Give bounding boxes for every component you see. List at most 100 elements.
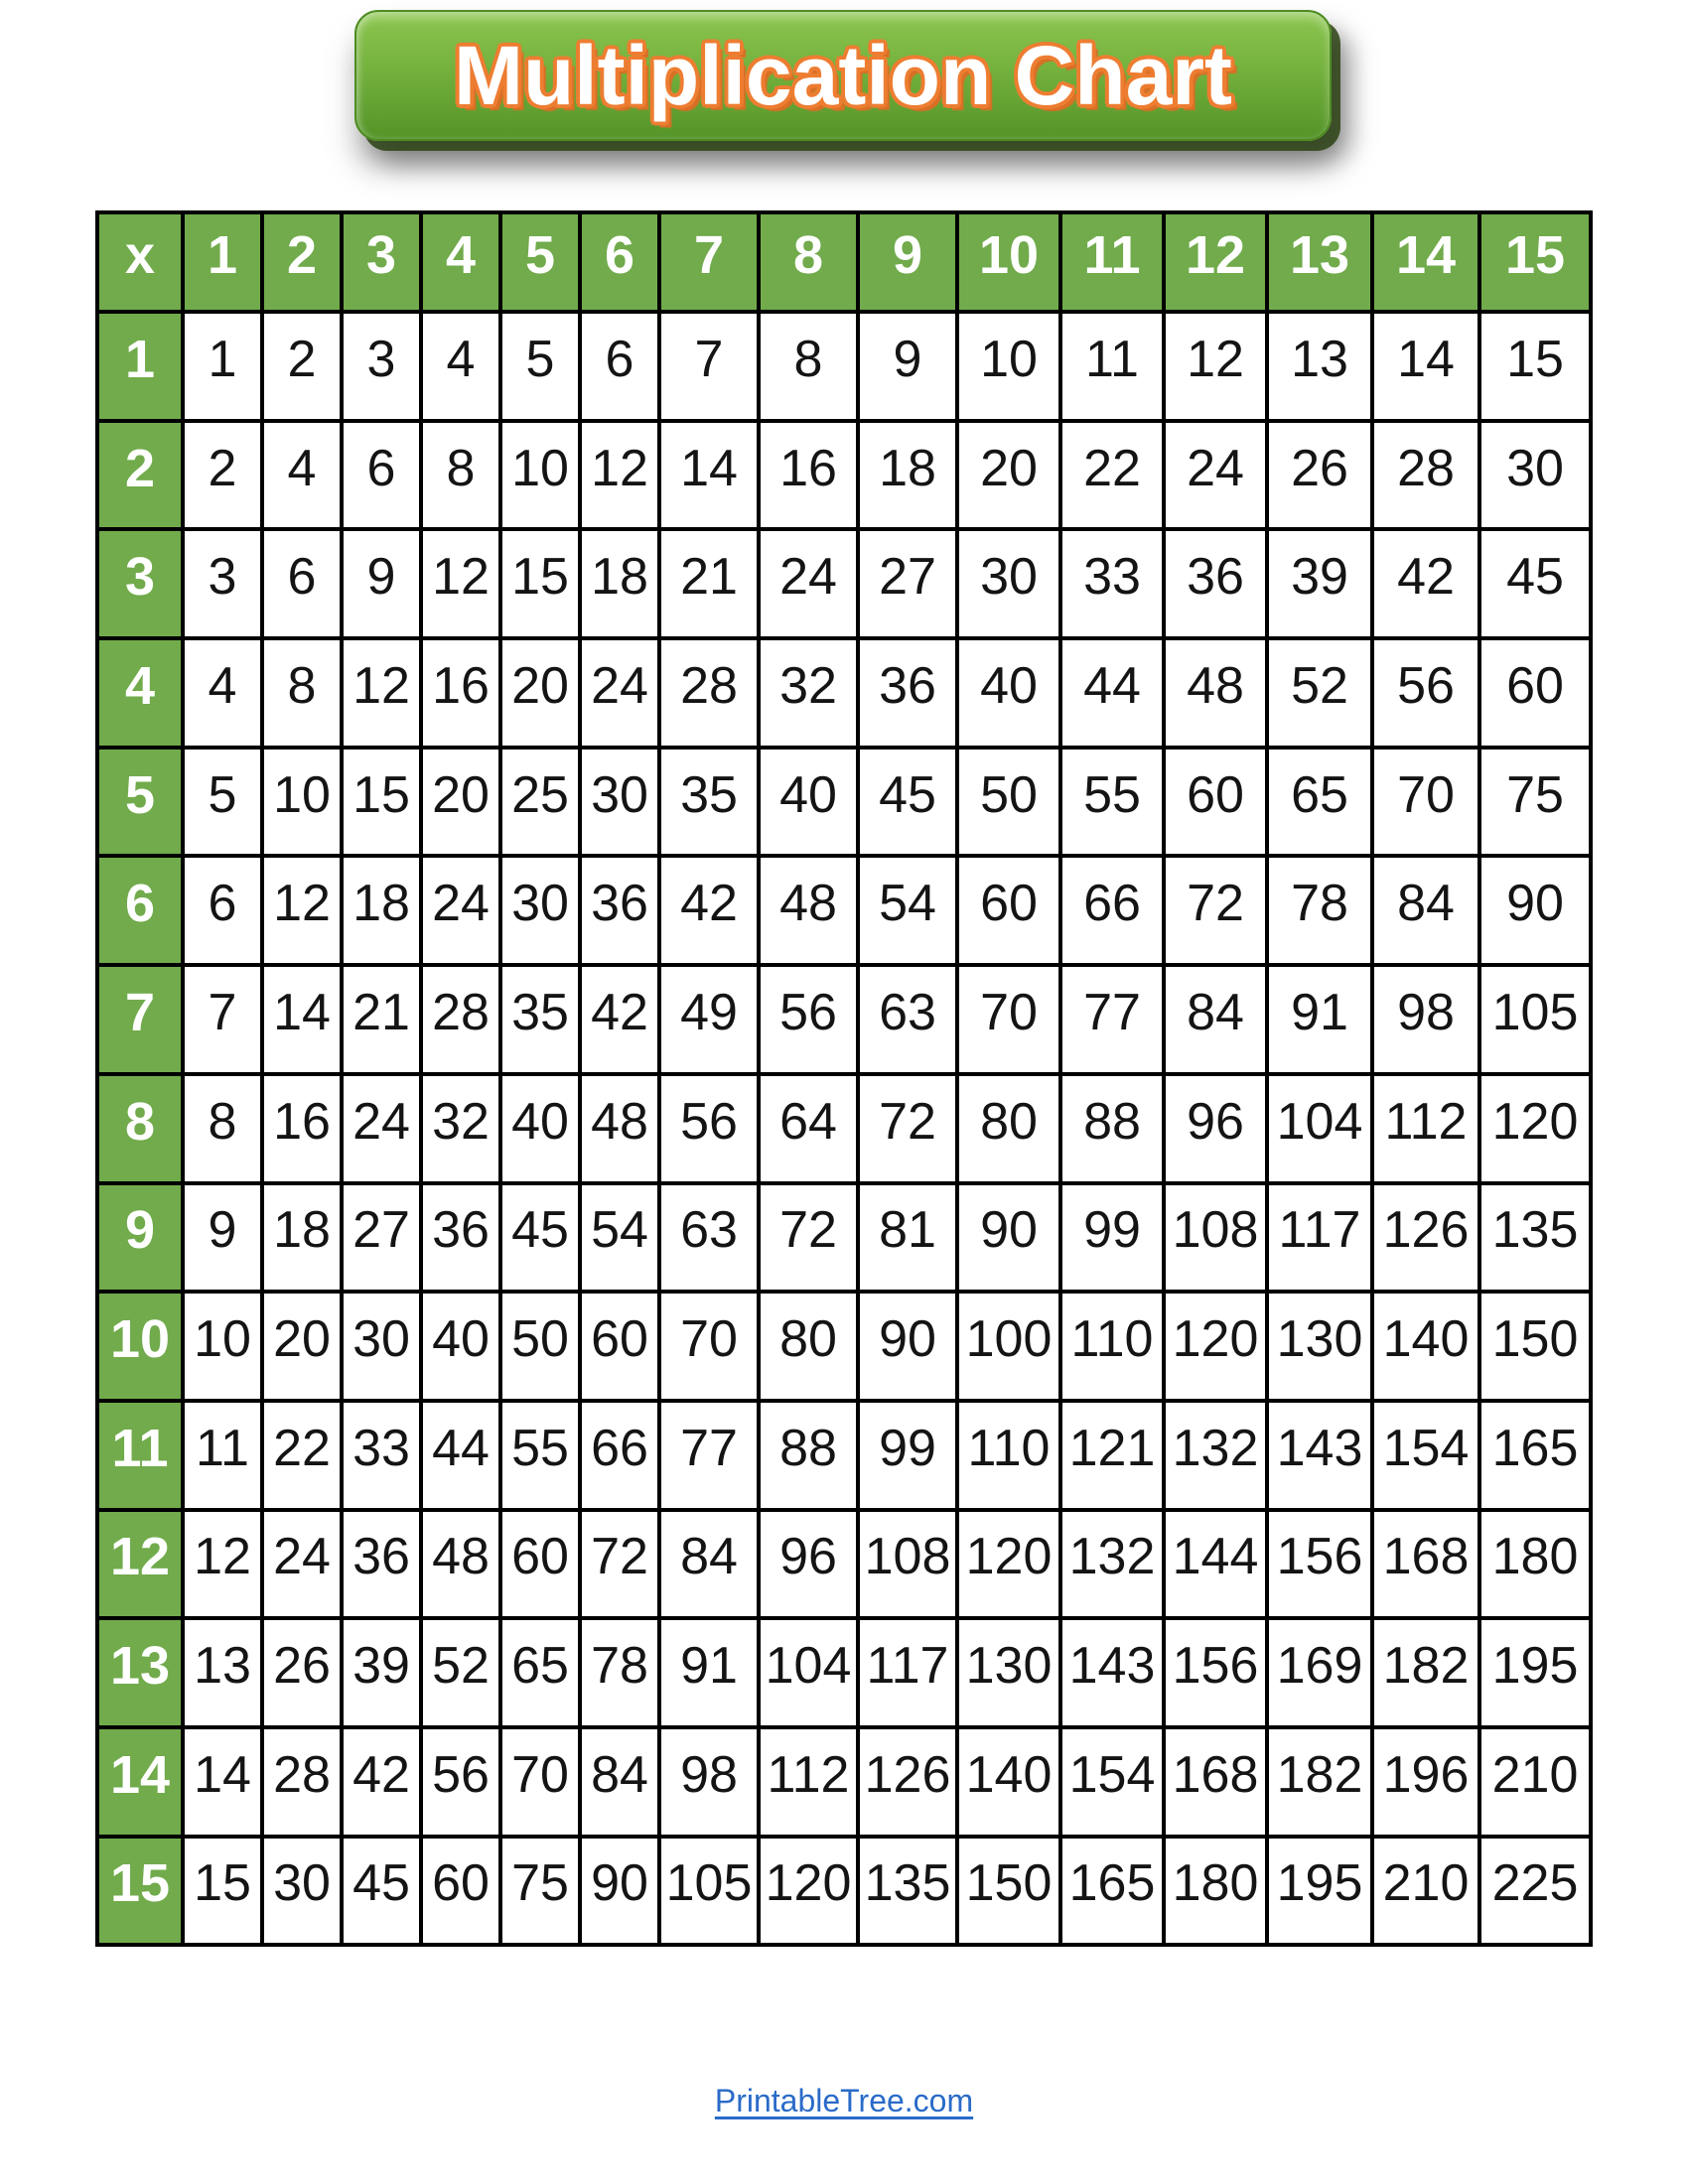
product-cell: 11 — [181, 1398, 264, 1512]
product-cell: 60 — [1162, 745, 1269, 859]
product-cell: 25 — [498, 745, 582, 859]
product-cell: 28 — [657, 636, 761, 750]
product-cell: 56 — [657, 1071, 761, 1185]
column-header-15: 15 — [1477, 210, 1593, 314]
product-cell: 8 — [419, 418, 502, 532]
product-cell: 180 — [1477, 1507, 1593, 1621]
row-header-3: 3 — [95, 527, 185, 641]
table-body: 1 1 2 3 4 5 6 7 8 9 10 11 12 13 14 15 2 2 4 6 8 10 12 14 16 18 20 2… — [95, 310, 1593, 1948]
column-header-12: 12 — [1162, 210, 1269, 314]
table-row-7: 7 7 14 21 28 35 42 49 56 63 70 77 84 91 98 105 — [95, 963, 1593, 1076]
row-header-5: 5 — [95, 745, 185, 859]
product-cell: 16 — [757, 418, 860, 532]
product-cell: 156 — [1265, 1507, 1374, 1621]
row-header-6: 6 — [95, 854, 185, 968]
table-row-14: 14 14 28 42 56 70 84 98 112 126 140 154 168 182 196 210 — [95, 1724, 1593, 1839]
product-cell: 30 — [498, 854, 582, 968]
product-cell: 56 — [757, 963, 860, 1076]
product-cell: 12 — [578, 418, 661, 532]
row-header-2: 2 — [95, 418, 185, 532]
product-cell: 35 — [498, 963, 582, 1076]
product-cell: 140 — [1370, 1290, 1481, 1403]
product-cell: 65 — [498, 1616, 582, 1729]
product-cell: 6 — [340, 418, 423, 532]
product-cell: 126 — [1370, 1180, 1481, 1295]
product-cell: 28 — [260, 1724, 344, 1839]
product-cell: 77 — [1058, 963, 1166, 1076]
product-cell: 121 — [1058, 1398, 1166, 1512]
product-cell: 26 — [1265, 418, 1374, 532]
product-cell: 20 — [419, 745, 502, 859]
product-cell: 3 — [181, 527, 264, 641]
product-cell: 90 — [1477, 854, 1593, 968]
table-row-2: 2 2 4 6 8 10 12 14 16 18 20 22 24 26 28 30 — [95, 418, 1593, 532]
product-cell: 28 — [1370, 418, 1481, 532]
row-header-13: 13 — [95, 1616, 185, 1729]
product-cell: 80 — [955, 1071, 1062, 1185]
product-cell: 84 — [1370, 854, 1481, 968]
product-cell: 98 — [657, 1724, 761, 1839]
product-cell: 60 — [1477, 636, 1593, 750]
product-cell: 14 — [181, 1724, 264, 1839]
product-cell: 96 — [1162, 1071, 1269, 1185]
product-cell: 24 — [1162, 418, 1269, 532]
product-cell: 40 — [757, 745, 860, 859]
table-row-10: 10 10 20 30 40 50 60 70 80 90 100 110 120 130 140 150 — [95, 1290, 1593, 1403]
product-cell: 40 — [955, 636, 1062, 750]
product-cell: 66 — [1058, 854, 1166, 968]
product-cell: 45 — [1477, 527, 1593, 641]
product-cell: 14 — [1370, 310, 1481, 423]
product-cell: 112 — [1370, 1071, 1481, 1185]
product-cell: 10 — [955, 310, 1062, 423]
table-row-12: 12 12 24 36 48 60 72 84 96 108 120 132 144 156 168 180 — [95, 1507, 1593, 1621]
product-cell: 225 — [1477, 1834, 1593, 1948]
product-cell: 5 — [181, 745, 264, 859]
table-row-11: 11 11 22 33 44 55 66 77 88 99 110 121 132 143 154 165 — [95, 1398, 1593, 1512]
table-row-8: 8 8 16 24 32 40 48 56 64 72 80 88 96 104 112 120 — [95, 1071, 1593, 1185]
product-cell: 77 — [657, 1398, 761, 1512]
product-cell: 7 — [181, 963, 264, 1076]
table-row-5: 5 5 10 15 20 25 30 35 40 45 50 55 60 65 70 75 — [95, 745, 1593, 859]
column-header-14: 14 — [1370, 210, 1481, 314]
product-cell: 180 — [1162, 1834, 1269, 1948]
product-cell: 63 — [657, 1180, 761, 1295]
product-cell: 90 — [578, 1834, 661, 1948]
product-cell: 88 — [1058, 1071, 1166, 1185]
product-cell: 165 — [1058, 1834, 1166, 1948]
product-cell: 30 — [260, 1834, 344, 1948]
product-cell: 27 — [856, 527, 959, 641]
product-cell: 143 — [1265, 1398, 1374, 1512]
product-cell: 18 — [260, 1180, 344, 1295]
product-cell: 75 — [1477, 745, 1593, 859]
product-cell: 36 — [419, 1180, 502, 1295]
column-header-2: 2 — [260, 210, 344, 314]
product-cell: 195 — [1477, 1616, 1593, 1729]
product-cell: 55 — [1058, 745, 1166, 859]
product-cell: 117 — [856, 1616, 959, 1729]
product-cell: 10 — [181, 1290, 264, 1403]
product-cell: 8 — [181, 1071, 264, 1185]
column-header-11: 11 — [1058, 210, 1166, 314]
product-cell: 120 — [1162, 1290, 1269, 1403]
product-cell: 99 — [856, 1398, 959, 1512]
column-header-9: 9 — [856, 210, 959, 314]
product-cell: 88 — [757, 1398, 860, 1512]
product-cell: 110 — [955, 1398, 1062, 1512]
product-cell: 42 — [657, 854, 761, 968]
product-cell: 18 — [856, 418, 959, 532]
product-cell: 52 — [1265, 636, 1374, 750]
product-cell: 120 — [757, 1834, 860, 1948]
product-cell: 130 — [1265, 1290, 1374, 1403]
product-cell: 15 — [1477, 310, 1593, 423]
footer-link[interactable]: PrintableTree.com — [714, 2083, 974, 2118]
row-header-4: 4 — [95, 636, 185, 750]
product-cell: 11 — [1058, 310, 1166, 423]
product-cell: 3 — [340, 310, 423, 423]
table-row-13: 13 13 26 39 52 65 78 91 104 117 130 143 156 169 182 195 — [95, 1616, 1593, 1729]
product-cell: 98 — [1370, 963, 1481, 1076]
product-cell: 28 — [419, 963, 502, 1076]
table-row-9: 9 9 18 27 36 45 54 63 72 81 90 99 108 117 126 135 — [95, 1180, 1593, 1295]
product-cell: 72 — [1162, 854, 1269, 968]
product-cell: 156 — [1162, 1616, 1269, 1729]
product-cell: 40 — [498, 1071, 582, 1185]
